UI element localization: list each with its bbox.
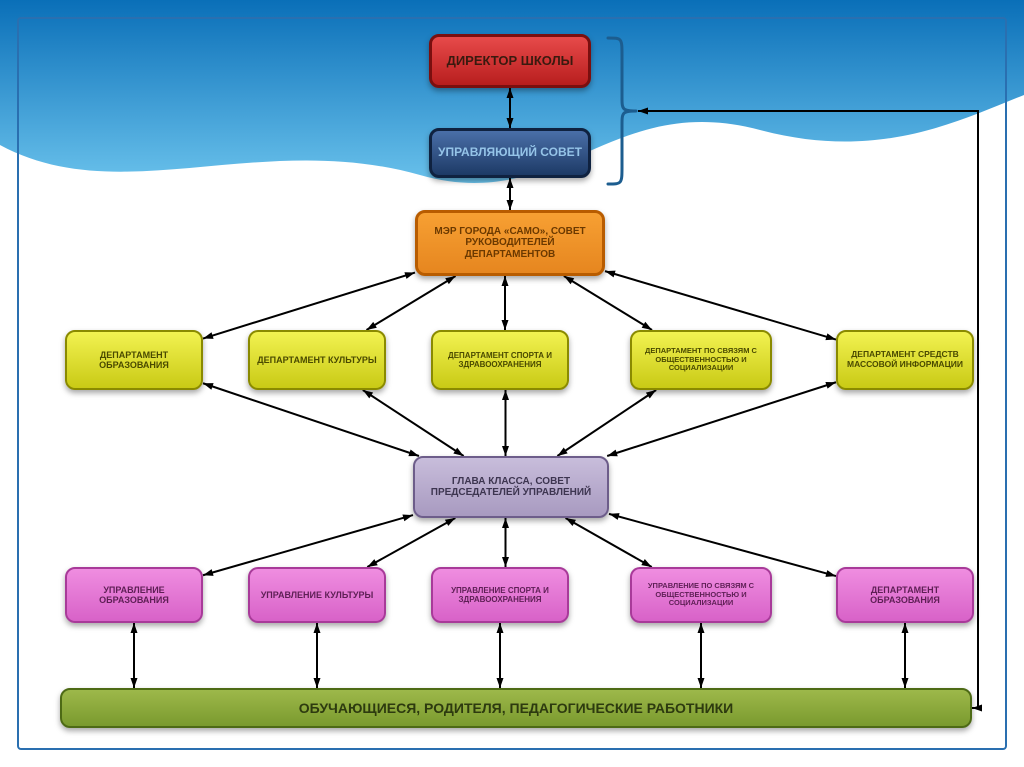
node-mayor: МЭР ГОРОДА «САМО», СОВЕТ РУКОВОДИТЕЛЕЙ Д… — [415, 210, 605, 276]
node-mgmt1: УПРАВЛЕНИЕ ОБРАЗОВАНИЯ — [65, 567, 203, 623]
node-dept1: ДЕПАРТАМЕНТ ОБРАЗОВАНИЯ — [65, 330, 203, 390]
node-mgmt4: УПРАВЛЕНИЕ ПО СВЯЗЯМ С ОБЩЕСТВЕННОСТЬЮ И… — [630, 567, 772, 623]
node-dept4: ДЕПАРТАМЕНТ ПО СВЯЗЯМ С ОБЩЕСТВЕННОСТЬЮ … — [630, 330, 772, 390]
node-label: ДЕПАРТАМЕНТ СРЕДСТВ МАССОВОЙ ИНФОРМАЦИИ — [844, 350, 966, 370]
node-label: ГЛАВА КЛАССА, СОВЕТ ПРЕДСЕДАТЕЛЕЙ УПРАВЛ… — [421, 476, 601, 499]
node-classHead: ГЛАВА КЛАССА, СОВЕТ ПРЕДСЕДАТЕЛЕЙ УПРАВЛ… — [413, 456, 609, 518]
org-chart: ДИРЕКТОР ШКОЛЫ УПРАВЛЯЮЩИЙ СОВЕТ МЭР ГОРОД… — [0, 0, 1024, 767]
node-director: ДИРЕКТОР ШКОЛЫ — [429, 34, 591, 88]
node-label: ДИРЕКТОР ШКОЛЫ — [447, 54, 574, 69]
node-label: УПРАВЛЯЮЩИЙ СОВЕТ — [438, 146, 582, 160]
node-label: УПРАВЛЕНИЕ КУЛЬТУРЫ — [261, 590, 374, 600]
node-council: УПРАВЛЯЮЩИЙ СОВЕТ — [429, 128, 591, 178]
node-mgmt3: УПРАВЛЕНИЕ СПОРТА И ЗДРАВООХРАНЕНИЯ — [431, 567, 569, 623]
node-label: ДЕПАРТАМЕНТ КУЛЬТУРЫ — [257, 355, 376, 365]
node-label: ДЕПАРТАМЕНТ ОБРАЗОВАНИЯ — [844, 585, 966, 606]
node-dept3: ДЕПАРТАМЕНТ СПОРТА И ЗДРАВООХРАНЕНИЯ — [431, 330, 569, 390]
node-mgmt5: ДЕПАРТАМЕНТ ОБРАЗОВАНИЯ — [836, 567, 974, 623]
node-dept5: ДЕПАРТАМЕНТ СРЕДСТВ МАССОВОЙ ИНФОРМАЦИИ — [836, 330, 974, 390]
node-label: ДЕПАРТАМЕНТ ПО СВЯЗЯМ С ОБЩЕСТВЕННОСТЬЮ … — [638, 347, 764, 373]
node-label: ДЕПАРТАМЕНТ СПОРТА И ЗДРАВООХРАНЕНИЯ — [439, 351, 561, 369]
node-label: УПРАВЛЕНИЕ ПО СВЯЗЯМ С ОБЩЕСТВЕННОСТЬЮ И… — [638, 582, 764, 608]
node-mgmt2: УПРАВЛЕНИЕ КУЛЬТУРЫ — [248, 567, 386, 623]
node-label: УПРАВЛЕНИЕ ОБРАЗОВАНИЯ — [73, 585, 195, 606]
node-label: УПРАВЛЕНИЕ СПОРТА И ЗДРАВООХРАНЕНИЯ — [439, 586, 561, 604]
node-footer: ОБУЧАЮЩИЕСЯ, РОДИТЕЛЯ, ПЕДАГОГИЧЕСКИЕ РА… — [60, 688, 972, 728]
node-label: ДЕПАРТАМЕНТ ОБРАЗОВАНИЯ — [73, 350, 195, 371]
node-label: МЭР ГОРОДА «САМО», СОВЕТ РУКОВОДИТЕЛЕЙ Д… — [424, 226, 596, 261]
node-dept2: ДЕПАРТАМЕНТ КУЛЬТУРЫ — [248, 330, 386, 390]
node-label: ОБУЧАЮЩИЕСЯ, РОДИТЕЛЯ, ПЕДАГОГИЧЕСКИЕ РА… — [299, 700, 734, 716]
